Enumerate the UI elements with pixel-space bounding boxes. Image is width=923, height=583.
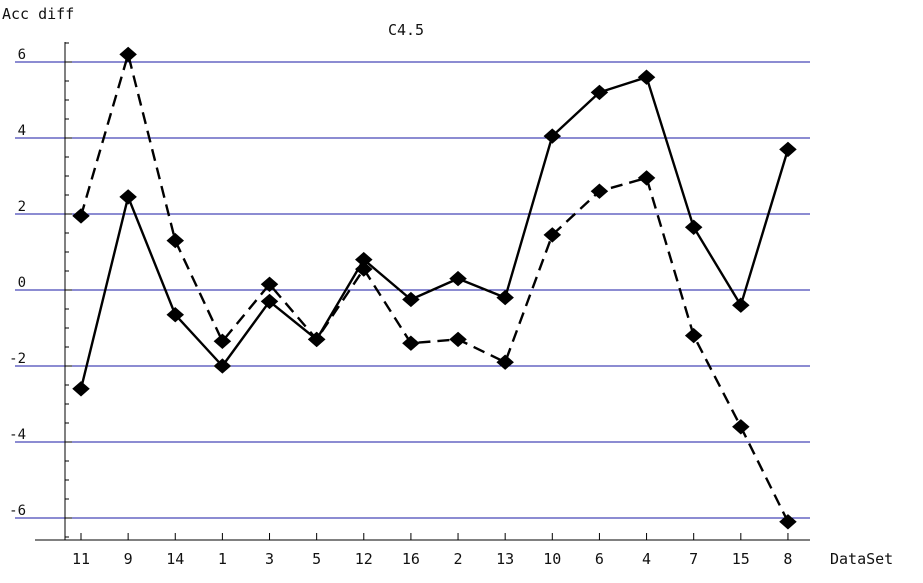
x-tick-label: 9 bbox=[124, 550, 133, 568]
x-tick-label: 11 bbox=[72, 550, 90, 568]
series-2-point bbox=[732, 419, 750, 435]
series-2-point bbox=[496, 354, 514, 370]
x-tick-label: 12 bbox=[355, 550, 373, 568]
series-2-point bbox=[119, 46, 137, 63]
series-2-point bbox=[166, 232, 185, 249]
series-2-point bbox=[684, 327, 703, 344]
y-ticks: -6 -4 -2 0 2 4 6 bbox=[9, 42, 72, 538]
x-tick-label: 2 bbox=[454, 550, 463, 568]
x-tick-label: 8 bbox=[783, 550, 792, 568]
series-2-point bbox=[779, 514, 797, 530]
series-1-point bbox=[213, 358, 232, 374]
series-2-point bbox=[355, 261, 373, 277]
series-1-point bbox=[260, 293, 279, 310]
series-2-point bbox=[637, 170, 656, 186]
x-axis-label: DataSet bbox=[830, 550, 893, 568]
series-2-point bbox=[72, 208, 90, 224]
x-tick-label: 1 bbox=[218, 550, 227, 568]
x-tick-label: 10 bbox=[543, 550, 561, 568]
series-1-line bbox=[79, 75, 790, 390]
series-2-line bbox=[79, 53, 790, 523]
series-1-point bbox=[779, 141, 797, 158]
y-tick-label: -6 bbox=[9, 503, 26, 519]
series-2-point bbox=[543, 227, 562, 243]
series-2-point bbox=[307, 331, 326, 348]
y-tick-label: 2 bbox=[18, 199, 26, 215]
series-2-point bbox=[590, 183, 609, 199]
x-tick-label: 13 bbox=[496, 550, 514, 568]
x-tick-label: 14 bbox=[166, 550, 184, 568]
series-1-point bbox=[543, 128, 562, 144]
y-tick-label: 4 bbox=[18, 123, 26, 139]
x-tick-label: 16 bbox=[402, 550, 420, 568]
series-1-point bbox=[166, 307, 185, 323]
series-layer bbox=[72, 46, 797, 530]
chart-title: C4.5 bbox=[388, 21, 424, 39]
x-tick-label: 6 bbox=[595, 550, 604, 568]
series-1-point bbox=[732, 297, 750, 313]
series-2-point bbox=[260, 276, 279, 292]
y-tick-label: 6 bbox=[18, 47, 26, 63]
x-tick-label: 5 bbox=[312, 550, 321, 568]
gridlines bbox=[15, 61, 810, 519]
x-tick-label: 7 bbox=[689, 550, 698, 568]
y-tick-label: 0 bbox=[18, 275, 26, 291]
series-1-point bbox=[449, 270, 467, 287]
x-ticks: 11 9 14 1 3 5 12 16 2 13 10 6 4 7 15 8 bbox=[72, 533, 792, 568]
series-1-point bbox=[119, 189, 137, 205]
series-1-point bbox=[684, 219, 703, 235]
series-2-point bbox=[213, 333, 232, 349]
x-tick-label: 15 bbox=[732, 550, 750, 568]
series-1-point bbox=[72, 381, 90, 397]
series-2-point bbox=[449, 331, 467, 348]
series-1-point bbox=[496, 289, 514, 306]
series-1-point bbox=[402, 291, 420, 308]
y-axis-label: Acc diff bbox=[2, 5, 74, 23]
axes bbox=[35, 42, 810, 541]
series-1-point bbox=[637, 69, 656, 85]
series-2-point bbox=[402, 335, 420, 351]
series-1-point bbox=[590, 84, 609, 101]
y-tick-label: -2 bbox=[9, 351, 26, 367]
y-tick-label: -4 bbox=[9, 427, 26, 443]
x-tick-label: 4 bbox=[642, 550, 651, 568]
x-tick-label: 3 bbox=[265, 550, 274, 568]
